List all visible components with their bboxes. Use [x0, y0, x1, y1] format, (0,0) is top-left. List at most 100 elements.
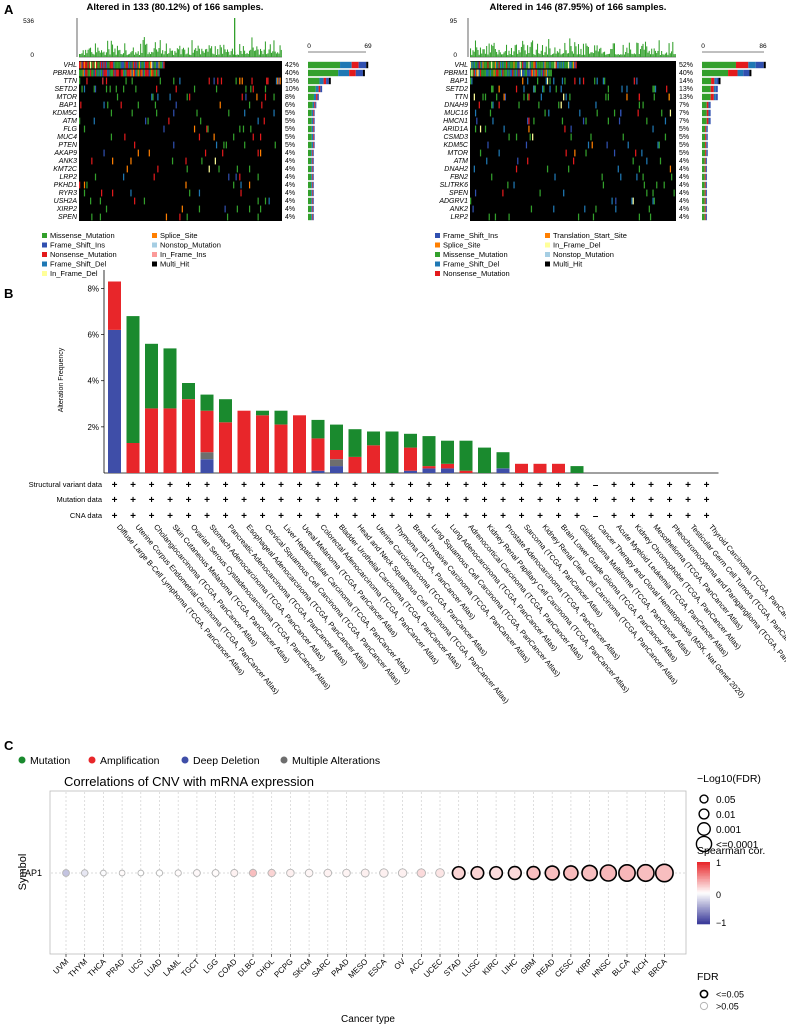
color-legend-segment: [697, 886, 710, 889]
onco-left-cell: [92, 61, 94, 69]
onco-left-cell: [149, 69, 152, 77]
onco-left-pct-label: 5%: [285, 110, 295, 117]
onco-right-pct-label: 4%: [679, 174, 689, 181]
onco-left-cell: [126, 165, 128, 173]
onco-left-side-bar: [313, 181, 314, 189]
onco-left-pct-label: 4%: [285, 150, 295, 157]
onco-right-gene-label: MUC16: [444, 110, 468, 117]
color-legend-segment: [697, 897, 710, 900]
alteration-row-mark: +: [463, 495, 469, 506]
onco-right-cell: [514, 69, 516, 77]
onco-left-side-bar: [311, 149, 313, 157]
onco-right-cell: [525, 141, 528, 149]
color-legend-segment: [697, 917, 710, 920]
onco-left-tmb-bar: [104, 54, 106, 57]
alteration-bar-mutation: [126, 316, 140, 443]
onco-left-tmb-bar: [120, 54, 122, 57]
onco-left-legend-swatch: [42, 271, 47, 276]
color-legend-segment: [697, 919, 710, 922]
onco-right-legend-swatch: [545, 242, 550, 248]
alteration-row-mark: +: [426, 511, 432, 522]
onco-left-side-bar: [311, 109, 313, 117]
size-legend-label: 0.001: [716, 825, 741, 836]
onco-right-cell: [632, 197, 634, 205]
onco-left-cell: [115, 85, 117, 93]
onco-right-cell: [544, 69, 546, 77]
onco-left-cell: [157, 165, 159, 173]
oncoplot-right: Altered in 146 (87.95%) of 166 samples. …: [435, 2, 767, 278]
onco-right-cell: [543, 85, 545, 93]
onco-right-cell: [470, 197, 472, 205]
onco-left-tmb-bar: [230, 51, 232, 57]
onco-right-side-bar: [709, 101, 711, 109]
onco-left-cell: [239, 173, 241, 181]
onco-left-cell: [142, 69, 144, 77]
onco-left-cell: [90, 69, 92, 77]
onco-left-tmb-bar: [274, 51, 276, 57]
onco-left-cell: [93, 117, 95, 125]
onco-left-side-bar: [308, 165, 312, 173]
fdr-legend-label: <=0.05: [716, 990, 744, 1000]
onco-right-cell: [577, 213, 580, 221]
onco-left-tmb-bar: [86, 53, 88, 57]
onco-left-cell: [98, 61, 100, 69]
onco-left-side-bar: [313, 189, 314, 197]
onco-right-tmb-bar: [568, 53, 570, 57]
onco-left-tmb-bar: [207, 51, 209, 57]
onco-left-cell: [90, 197, 92, 205]
onco-right-tmb-bar: [658, 40, 660, 57]
onco-left-tmb-bar: [113, 52, 115, 57]
onco-left-cell: [263, 117, 265, 125]
onco-right-side-bar: [702, 133, 706, 141]
cnv-xlabel: Cancer type: [341, 1014, 395, 1025]
onco-left-cell: [104, 69, 106, 77]
onco-right-cell: [590, 133, 592, 141]
onco-right-cell: [471, 77, 473, 85]
onco-right-cell: [541, 85, 544, 93]
onco-right-legend-label: Frame_Shift_Del: [443, 260, 500, 269]
onco-right-cell: [502, 69, 504, 77]
onco-right-cell: [513, 61, 515, 69]
alteration-row-mark: +: [463, 480, 469, 491]
onco-right-tmb-bar: [672, 41, 674, 57]
onco-right-tmb-bar: [507, 54, 509, 57]
onco-left-cell: [143, 61, 146, 69]
onco-right-pct-label: 4%: [679, 206, 689, 213]
onco-left-cell: [102, 77, 104, 85]
onco-right-tmb-bar: [597, 51, 599, 57]
onco-left-tmb-bar: [83, 54, 85, 57]
onco-right-tmb-bar: [669, 53, 671, 57]
onco-right-cell: [474, 69, 477, 77]
onco-right-side-bar: [748, 61, 756, 69]
onco-right-cell: [532, 69, 534, 77]
onco-left-cell: [110, 133, 113, 141]
onco-left-cell: [116, 93, 119, 101]
onco-left-cell: [107, 101, 109, 109]
onco-left-cell: [218, 165, 220, 173]
onco-left-cell: [196, 109, 198, 117]
cnv-point: [100, 869, 107, 877]
alteration-row-mark: +: [389, 480, 395, 491]
onco-right-cell: [582, 117, 585, 125]
onco-left-cell: [121, 69, 124, 77]
onco-left-tmb-bar: [255, 50, 257, 57]
onco-left-cell: [159, 61, 161, 69]
onco-right-cell: [470, 69, 472, 77]
onco-right-tmb-bar: [488, 43, 490, 57]
alteration-bar-mutation: [441, 440, 454, 464]
alteration-row-mark: +: [574, 480, 580, 491]
color-legend-segment: [697, 868, 710, 871]
onco-left-cell: [151, 93, 153, 101]
onco-right-tmb-bar: [581, 54, 583, 57]
onco-left-cell: [131, 69, 133, 77]
onco-left-cell: [157, 61, 159, 69]
cnv-point: [118, 869, 126, 877]
onco-right-cell: [544, 109, 546, 117]
onco-left-gene-label: LRP2: [59, 174, 77, 181]
alteration-row-mark: +: [297, 495, 303, 506]
onco-right-tmb-bar: [642, 43, 644, 57]
alteration-bar-amplification: [293, 415, 306, 473]
onco-right-cell: [537, 77, 539, 85]
cnv-x-tick-label: READ: [535, 957, 557, 979]
onco-left-cell: [134, 197, 136, 205]
